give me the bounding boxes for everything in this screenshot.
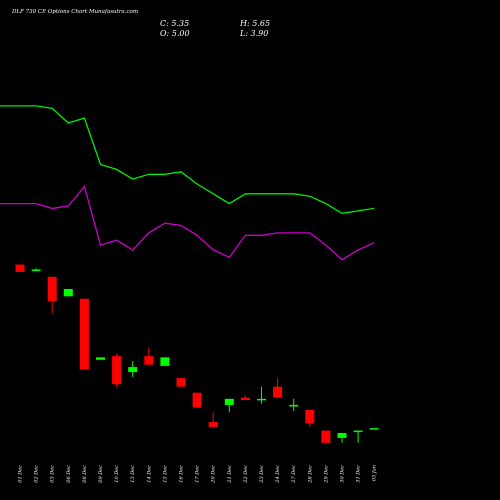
low-value: L: 3.90: [240, 29, 269, 38]
x-tick-label: 29 Dec: [323, 465, 329, 484]
x-tick-label: 30 Dec: [340, 465, 346, 483]
open-value: O: 5.00: [160, 29, 190, 38]
candle: [337, 433, 347, 443]
candle: [144, 347, 154, 365]
chart-title: DLF 730 CE Options Chart Munafasutra.com: [12, 9, 139, 15]
x-tick-label: 28 Dec: [307, 465, 313, 484]
candle-body: [208, 422, 218, 427]
candle: [15, 264, 25, 272]
x-tick-label: 27 Dec: [291, 465, 297, 484]
x-tick-label: 06 Dec: [66, 465, 72, 483]
x-tick-label: 31 Dec: [356, 465, 362, 483]
indicator-line-1: [0, 105, 375, 214]
x-tick-label: 08 Dec: [82, 465, 88, 483]
candle: [112, 353, 122, 387]
candle-body: [96, 357, 105, 360]
candle-body: [15, 264, 25, 272]
x-tick-label: 02 Dec: [34, 465, 40, 483]
x-tick-label: 15 Dec: [162, 465, 168, 483]
candle: [273, 378, 283, 398]
high-value: H: 5.65: [240, 19, 271, 28]
candle-body: [337, 433, 347, 438]
candle: [353, 430, 363, 443]
candle: [47, 276, 57, 314]
candle: [208, 412, 218, 427]
candlesticks: [15, 264, 379, 443]
candle: [224, 398, 234, 413]
x-tick-label: 22 Dec: [243, 465, 249, 484]
candle-body: [144, 356, 154, 365]
candle-body: [240, 397, 250, 401]
candle: [160, 357, 170, 366]
x-tick-label: 20 Dec: [211, 465, 217, 484]
x-tick-label: 01 Dec: [18, 465, 24, 483]
candle: [176, 378, 186, 387]
candle-body: [353, 430, 363, 433]
candle-body: [112, 356, 122, 385]
candle: [96, 357, 105, 360]
close-value: C: 5.35: [160, 19, 190, 28]
candle: [257, 386, 266, 404]
x-tick-label: 03 Jan: [372, 465, 378, 481]
candle: [321, 430, 331, 443]
candle-body: [273, 386, 283, 398]
candle-body: [128, 367, 138, 372]
candle-body: [321, 430, 331, 443]
candle-body: [224, 398, 234, 405]
indicator-lines: [0, 105, 375, 261]
x-axis-labels: 01 Dec 02 Dec 03 Dec 06 Dec 08 Dec 09 Dec 10 D…: [18, 465, 378, 484]
candle: [192, 392, 202, 409]
x-tick-label: 13 Dec: [130, 465, 136, 483]
candle: [305, 409, 315, 427]
x-tick-label: 16 Dec: [179, 465, 185, 483]
candle: [369, 428, 379, 430]
candle: [240, 395, 250, 401]
candle-body: [31, 269, 41, 271]
candle-body: [176, 378, 186, 387]
x-tick-label: 23 Dec: [259, 465, 265, 484]
x-tick-label: 09 Dec: [98, 465, 104, 483]
candle-body: [160, 357, 170, 366]
x-tick-label: 10 Dec: [114, 465, 120, 483]
candle: [79, 298, 89, 370]
x-tick-label: 03 Dec: [50, 465, 56, 483]
candle-body: [79, 298, 89, 370]
candle: [31, 268, 41, 271]
candle-body: [192, 392, 202, 408]
x-tick-label: 17 Dec: [195, 465, 201, 483]
candle: [128, 361, 138, 377]
x-tick-label: 24 Dec: [275, 465, 281, 484]
candle-body: [369, 428, 379, 430]
candle-body: [305, 409, 315, 424]
candle-body: [47, 276, 57, 302]
candle-body: [63, 289, 73, 297]
candle: [289, 398, 299, 412]
x-tick-label: 14 Dec: [146, 465, 152, 483]
x-tick-label: 21 Dec: [227, 465, 233, 484]
candle-body: [257, 398, 266, 401]
indicator-line-2: [0, 185, 375, 261]
candle-body: [289, 404, 299, 407]
candle: [63, 289, 73, 297]
